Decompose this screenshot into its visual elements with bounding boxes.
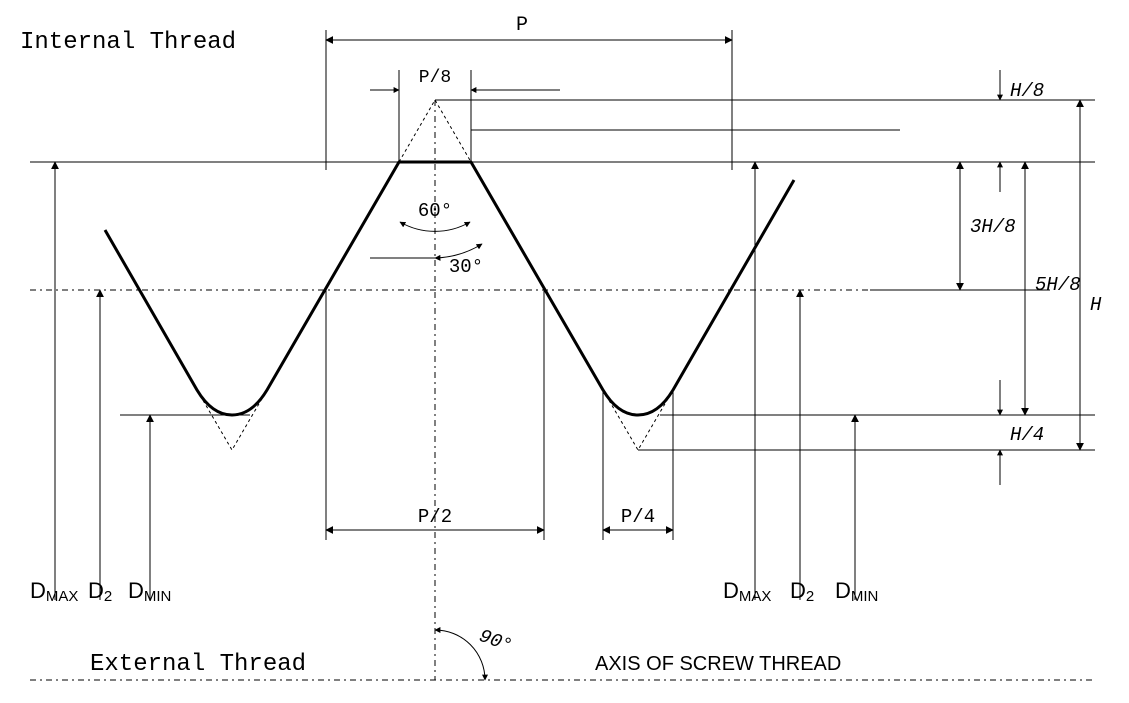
d2-left-lbl: D2: [88, 578, 112, 605]
label-30: 30°: [449, 256, 483, 278]
thread-diagram: Internal Thread External Thread AXIS OF …: [0, 0, 1129, 703]
label-90: 90°: [476, 625, 516, 657]
label-5h8: 5H/8: [1035, 274, 1081, 296]
label-p8: P/8: [419, 68, 451, 88]
label-3h8: 3H/8: [970, 216, 1016, 238]
label-h: H: [1090, 294, 1102, 316]
dmax-right-lbl: DMAX: [723, 578, 771, 605]
label-p: P: [516, 14, 528, 37]
dmax-left-lbl: DMAX: [30, 578, 78, 605]
title-external: External Thread: [90, 651, 306, 678]
axis-title: AXIS OF SCREW THREAD: [595, 653, 841, 675]
d2-right-lbl: D2: [790, 578, 814, 605]
label-60: 60°: [418, 200, 452, 222]
root-construction-2: [603, 390, 673, 450]
label-h4: H/4: [1010, 424, 1044, 446]
arc-90: [435, 630, 485, 680]
root-construction-1: [197, 390, 267, 450]
label-p4: P/4: [621, 506, 655, 528]
dmin-right-lbl: DMIN: [835, 578, 878, 605]
title-internal: Internal Thread: [20, 29, 236, 56]
label-h8: H/8: [1010, 80, 1044, 102]
